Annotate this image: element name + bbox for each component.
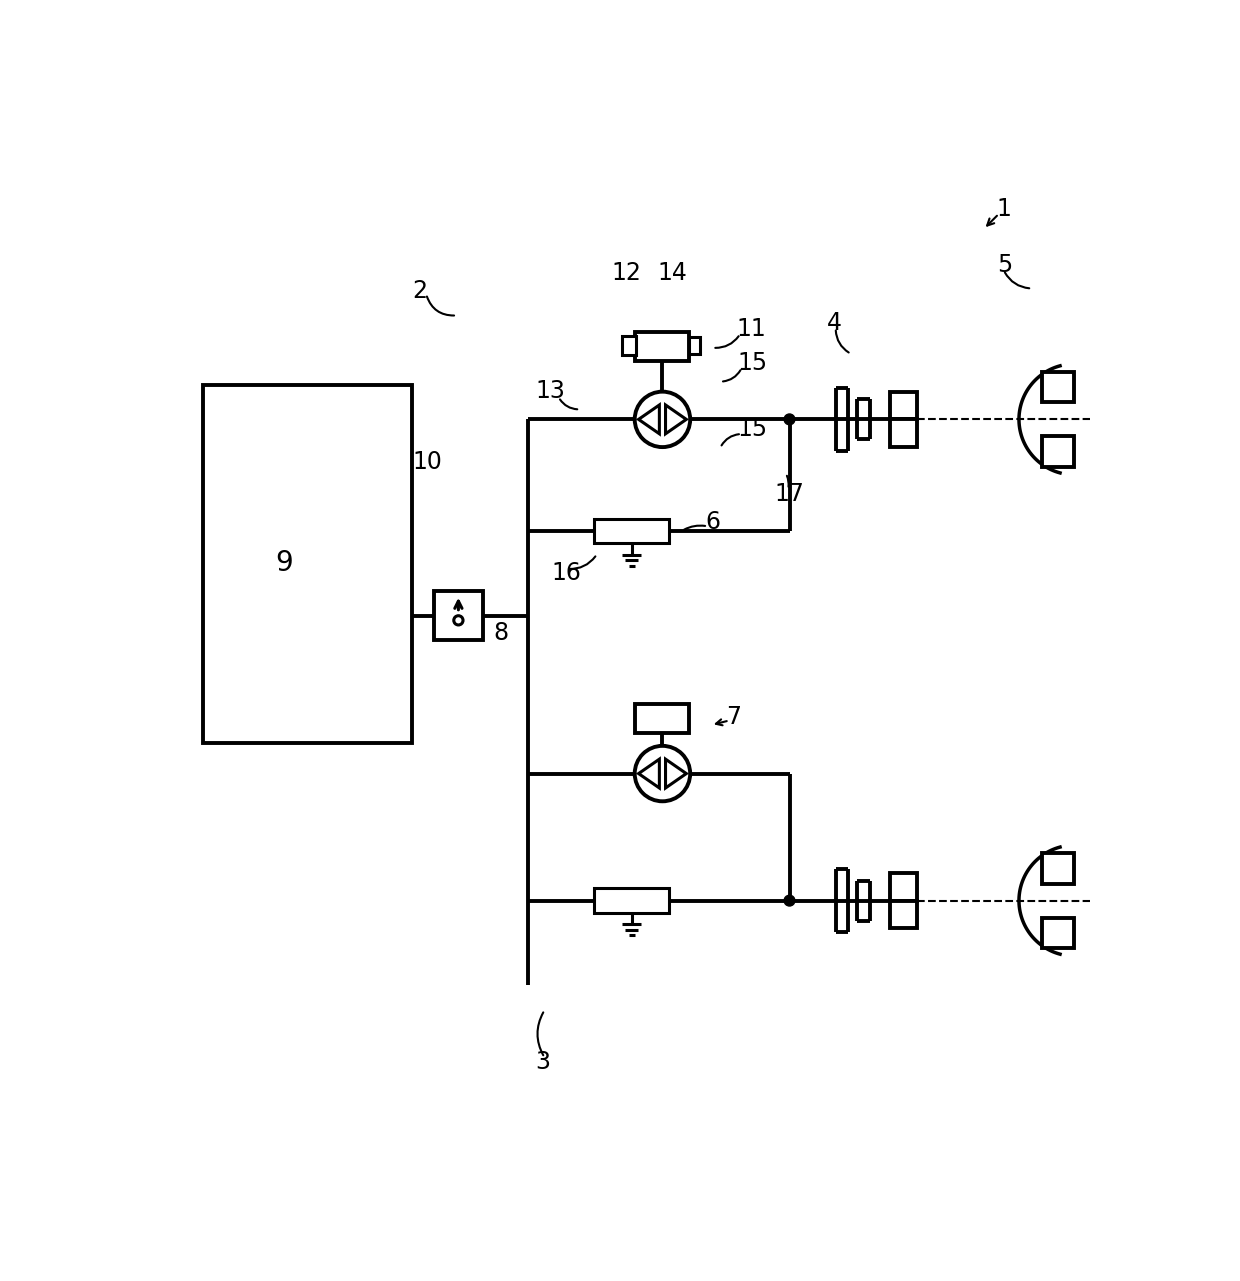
Circle shape: [454, 616, 463, 625]
Text: 3: 3: [536, 1050, 551, 1075]
Bar: [889, 419, 918, 447]
Bar: [1042, 853, 1074, 884]
Text: 7: 7: [727, 706, 742, 729]
Bar: [594, 888, 670, 913]
Circle shape: [635, 392, 691, 447]
Circle shape: [784, 414, 795, 425]
Bar: [594, 519, 670, 543]
Bar: [621, 336, 635, 355]
Text: 13: 13: [536, 379, 565, 404]
Text: 17: 17: [775, 482, 805, 506]
Text: 1: 1: [996, 197, 1011, 222]
Text: 5: 5: [997, 254, 1013, 278]
Text: 14: 14: [657, 261, 687, 286]
Bar: [889, 901, 918, 929]
Text: 4: 4: [827, 311, 842, 336]
Text: 11: 11: [737, 318, 766, 341]
Text: 10: 10: [413, 450, 443, 474]
Text: 2: 2: [413, 279, 428, 302]
Circle shape: [635, 746, 691, 802]
Bar: [1042, 371, 1074, 402]
Text: 15: 15: [738, 351, 768, 375]
Bar: [1042, 917, 1074, 948]
Text: 9: 9: [275, 550, 293, 578]
Text: 6: 6: [706, 510, 720, 534]
Bar: [1042, 437, 1074, 468]
Text: 16: 16: [552, 561, 582, 585]
Bar: [203, 384, 412, 743]
Circle shape: [784, 895, 795, 906]
Bar: [889, 872, 918, 901]
Text: 8: 8: [494, 621, 508, 644]
Text: 15: 15: [738, 418, 768, 442]
Bar: [889, 392, 918, 419]
Bar: [635, 703, 689, 733]
Bar: [689, 337, 701, 354]
Bar: [635, 332, 689, 361]
Text: 12: 12: [611, 261, 641, 286]
Bar: [434, 591, 484, 640]
